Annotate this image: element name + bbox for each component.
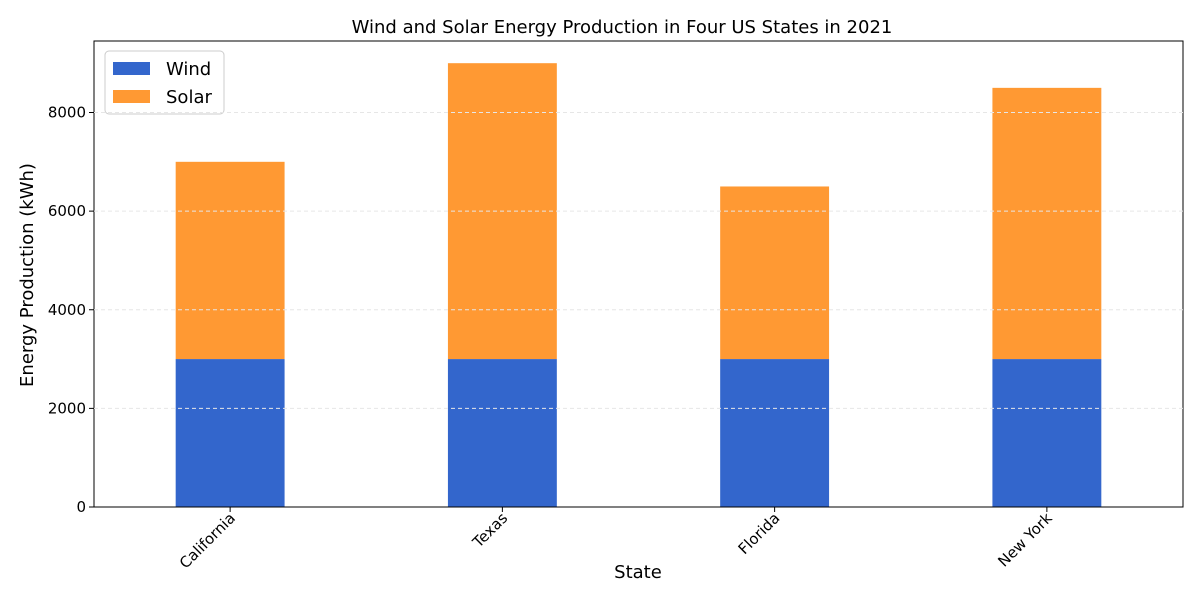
bars: [175, 63, 1102, 507]
legend-label-wind: Wind: [166, 59, 211, 80]
bar-solar-california: [175, 161, 285, 360]
y-axis-label: Energy Production (kWh): [17, 163, 38, 387]
axes: [93, 40, 1184, 508]
y-tick-label: 8000: [48, 104, 86, 122]
x-tick-label: Texas: [468, 509, 511, 552]
x-tick-label: California: [176, 509, 239, 572]
legend-label-solar: Solar: [166, 87, 212, 108]
bar-wind-texas: [447, 359, 557, 507]
legend-swatch-wind: [113, 62, 150, 75]
y-tick-label: 2000: [48, 399, 86, 417]
bar-wind-new-york: [992, 359, 1102, 507]
y-tick-label: 0: [76, 498, 86, 516]
bar-solar-new-york: [992, 87, 1102, 360]
bar-wind-florida: [720, 359, 830, 507]
legend: Wind Solar: [104, 50, 225, 115]
bar-solar-florida: [720, 186, 830, 360]
legend-swatch-solar: [113, 90, 150, 103]
y-tick-label: 4000: [48, 301, 86, 319]
bar-wind-california: [175, 359, 285, 507]
x-axis-label: State: [614, 562, 662, 583]
y-tick-label: 6000: [48, 202, 86, 220]
plot-frame: [93, 40, 1184, 508]
x-tick-label: New York: [994, 509, 1056, 571]
chart-title: Wind and Solar Energy Production in Four…: [352, 17, 893, 38]
x-tick-label: Florida: [735, 509, 784, 558]
